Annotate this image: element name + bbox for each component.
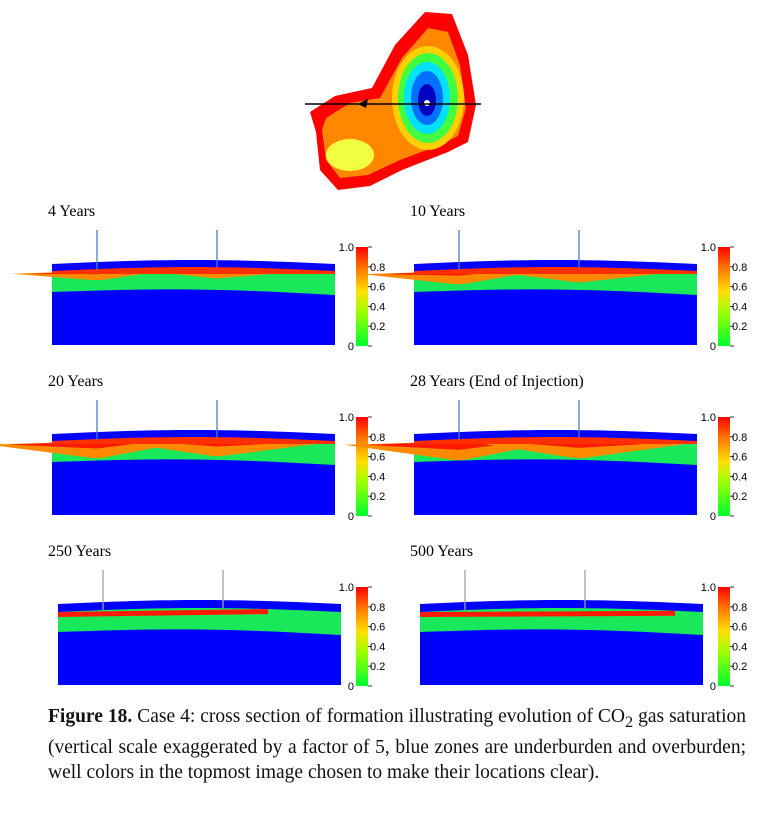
colorbar-label: 1.0 — [339, 242, 354, 254]
panel-title: 10 Years — [410, 203, 465, 220]
colorbar — [356, 587, 368, 686]
section — [58, 570, 341, 685]
colorbar-label: 0 — [710, 511, 716, 523]
colorbar — [356, 247, 368, 346]
colorbar-label: 0.6 — [370, 452, 385, 464]
colorbar-label: 0.8 — [732, 432, 747, 444]
colorbar-label: 0 — [348, 341, 354, 353]
map — [305, 12, 481, 190]
colorbar-label: 0.8 — [732, 262, 747, 274]
colorbar-label: 0.2 — [370, 661, 385, 673]
plume — [459, 440, 699, 459]
colorbar-label: 0.2 — [370, 491, 385, 503]
colorbar-label: 1.0 — [701, 242, 716, 254]
colorbar-label: 0.4 — [732, 301, 747, 313]
colorbar-label: 0.4 — [370, 301, 385, 313]
colorbar-label: 1.0 — [701, 412, 716, 424]
plume-strip — [414, 437, 697, 444]
section — [344, 400, 699, 515]
colorbar-label: 0.8 — [370, 432, 385, 444]
colorbar-label: 0.6 — [370, 282, 385, 294]
colorbar-label: 0.6 — [732, 452, 747, 464]
colorbar-label: 0.2 — [370, 321, 385, 333]
colorbar — [718, 247, 730, 346]
colorbar — [718, 417, 730, 516]
panel: 28 Years (End of Injection) 1.0 0.8 0.6 0.4 0… — [344, 373, 747, 523]
colorbar-label: 0 — [710, 341, 716, 353]
colorbar-label: 0.2 — [732, 321, 747, 333]
panel-title: 500 Years — [410, 543, 473, 560]
section — [420, 570, 703, 685]
colorbar-label: 1.0 — [339, 412, 354, 424]
panel-title: 20 Years — [48, 373, 103, 390]
colorbar-label: 0.8 — [370, 602, 385, 614]
colorbar-label: 0.4 — [370, 471, 385, 483]
plume-strip — [52, 437, 335, 444]
section — [12, 230, 335, 345]
colorbar-label: 0 — [348, 681, 354, 693]
colorbar-label: 0.8 — [370, 262, 385, 274]
colorbar-label: 0.6 — [732, 282, 747, 294]
panel: 20 Years 1.0 0.8 0.6 0.4 0.2 0 — [0, 373, 385, 523]
colorbar-label: 0.6 — [370, 622, 385, 634]
colorbar-label: 0.6 — [732, 622, 747, 634]
caption-subscript: 2 — [625, 712, 634, 731]
colorbar — [718, 587, 730, 686]
colorbar-label: 0.8 — [732, 602, 747, 614]
caption-text: gas saturation (vertical scale exaggerat… — [48, 706, 746, 783]
caption: Figure 18. Case 4: cross section of form… — [48, 704, 746, 785]
caption-text: Case 4: cross section of formation illus… — [132, 706, 626, 727]
caption-label: Figure 18. — [48, 706, 133, 727]
plume-strip — [420, 610, 675, 617]
colorbar — [356, 417, 368, 516]
colorbar-label: 0.2 — [732, 661, 747, 673]
plume-strip — [58, 609, 268, 617]
colorbar-label: 0 — [710, 681, 716, 693]
panel-title: 4 Years — [48, 203, 95, 220]
colorbar-label: 0 — [348, 511, 354, 523]
panel: 4 Years 1.0 0.8 0.6 0.4 0.2 0 — [12, 203, 385, 353]
panel: 250 Years 1.0 0.8 0.6 0.4 0.2 0 — [48, 543, 385, 693]
colorbar-label: 0.4 — [732, 471, 747, 483]
colorbar-label: 1.0 — [339, 582, 354, 594]
plume-strip — [414, 267, 697, 274]
figure: 4 Years 1.0 0.8 0.6 0.4 0.2 0 10 Years 1.0 0.8 0.6… — [0, 12, 747, 693]
panel: 10 Years 1.0 0.8 0.6 0.4 0.2 0 — [362, 203, 747, 353]
panel-title: 250 Years — [48, 543, 111, 560]
colorbar-label: 1.0 — [701, 582, 716, 594]
colorbar-label: 0.4 — [732, 641, 747, 653]
plume-strip — [52, 267, 335, 274]
section — [0, 400, 335, 515]
panel-title: 28 Years (End of Injection) — [410, 373, 584, 390]
section — [362, 230, 697, 345]
colorbar-label: 0.4 — [370, 641, 385, 653]
colorbar-label: 0.2 — [732, 491, 747, 503]
panel: 500 Years 1.0 0.8 0.6 0.4 0.2 0 — [410, 543, 747, 693]
